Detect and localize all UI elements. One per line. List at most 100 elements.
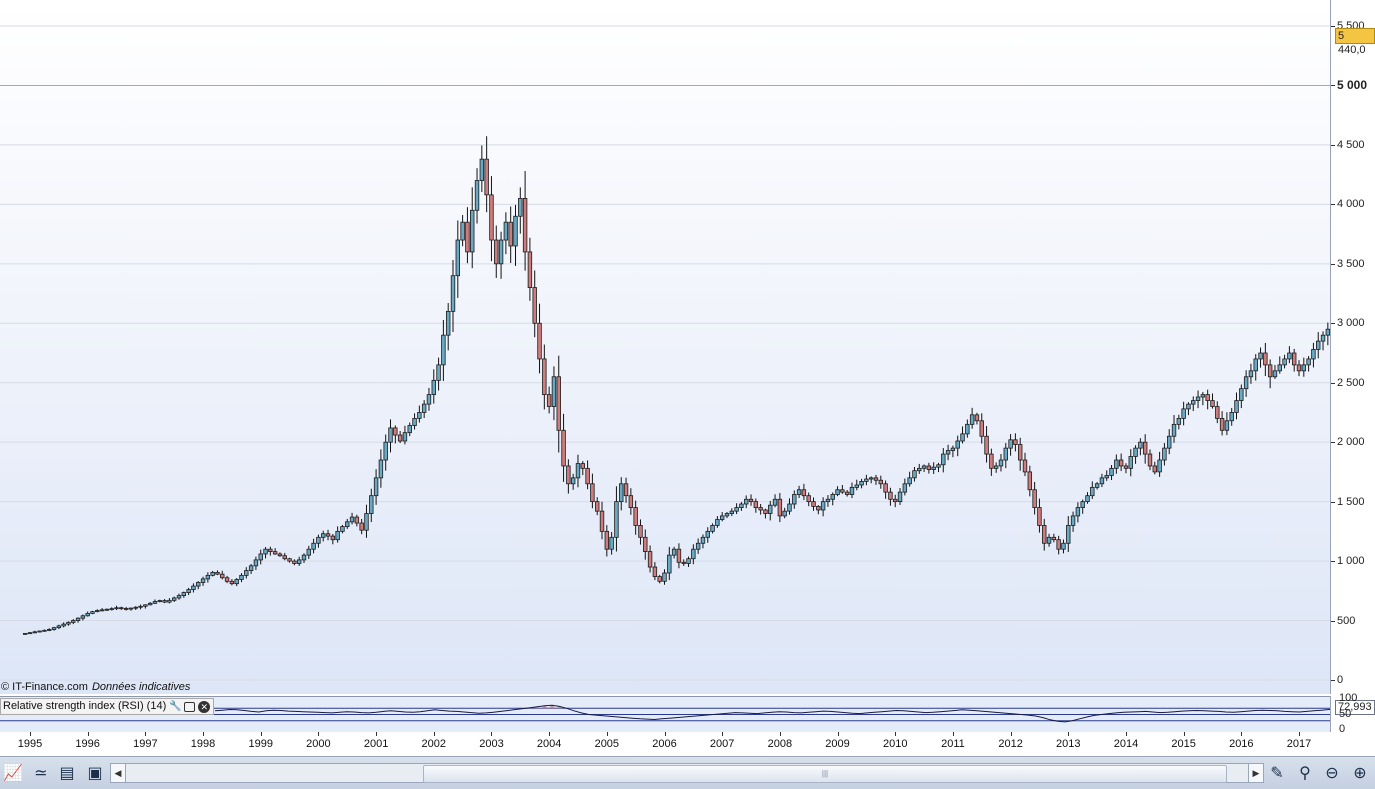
price-tick-label: 2 000 xyxy=(1337,436,1365,449)
zoom-out-icon[interactable]: ⊖ xyxy=(1325,765,1339,782)
candle-body xyxy=(561,429,566,467)
candle-body xyxy=(984,435,989,455)
candle-body xyxy=(162,600,167,603)
year-tick-label: 2005 xyxy=(594,738,620,750)
year-tick-mark xyxy=(1125,732,1127,736)
zoom-fit-icon[interactable]: ⚲ xyxy=(1299,765,1311,782)
candle-body xyxy=(1070,515,1076,526)
candle-body xyxy=(527,251,533,289)
year-tick-mark xyxy=(491,732,493,736)
candle-body xyxy=(1191,400,1196,405)
year-tick-mark xyxy=(837,732,839,736)
zoom-in-icon[interactable]: ⊕ xyxy=(1353,765,1367,782)
candle-body xyxy=(537,322,542,360)
chart-type-icon[interactable]: 📈 xyxy=(3,765,23,782)
candle-body xyxy=(123,608,129,610)
year-tick-mark xyxy=(1183,732,1185,736)
year-tick-label: 2003 xyxy=(479,738,504,750)
price-tick-label: 500 xyxy=(1337,614,1356,627)
price-tick-label: 4 500 xyxy=(1337,138,1365,151)
candle-body xyxy=(546,394,552,407)
candle-body xyxy=(503,221,509,241)
candle-body xyxy=(364,513,369,531)
candle-body xyxy=(859,481,864,486)
candle-body xyxy=(37,630,42,633)
year-tick-mark xyxy=(1010,732,1012,736)
candle-body xyxy=(1051,536,1057,541)
candle-body xyxy=(1032,489,1037,508)
candle-body xyxy=(840,489,845,493)
year-tick-mark xyxy=(433,732,435,736)
candle-body xyxy=(138,605,143,608)
candle-body xyxy=(455,239,461,277)
candle-body xyxy=(979,420,984,437)
candle-body xyxy=(830,494,835,500)
scroll-right-arrow-icon[interactable]: ▶ xyxy=(1248,764,1263,782)
candle-body xyxy=(220,573,225,579)
rsi-tick-label: 50 xyxy=(1339,707,1352,720)
candle-body xyxy=(623,483,629,497)
candle-body xyxy=(95,610,100,613)
candle-body xyxy=(1037,507,1042,526)
rsi-panel[interactable]: Relative strength index (RSI) (14) 🔧 ✕ xyxy=(0,696,1331,732)
candle-body xyxy=(719,515,725,520)
candle-body xyxy=(436,364,441,381)
candle-body xyxy=(667,554,672,574)
year-tick-label: 1995 xyxy=(17,738,43,750)
price-chart[interactable] xyxy=(0,0,1331,694)
year-tick-mark xyxy=(260,732,262,736)
candle-body xyxy=(518,198,523,217)
candle-body xyxy=(1272,370,1278,378)
candle-body xyxy=(268,548,273,552)
candle-body xyxy=(941,453,946,466)
candle-body xyxy=(1138,441,1143,449)
candle-body xyxy=(1090,486,1095,497)
year-tick-label: 2000 xyxy=(306,738,331,750)
indicator-icon[interactable]: ≃ xyxy=(34,765,48,782)
candle-body xyxy=(902,483,908,493)
year-tick-label: 2014 xyxy=(1113,738,1139,750)
close-icon[interactable]: ✕ xyxy=(198,700,211,713)
candle-body xyxy=(868,477,874,480)
wrench-icon[interactable]: 🔧 xyxy=(169,700,182,712)
settings-list-icon[interactable]: ▤ xyxy=(59,765,75,782)
candle-body xyxy=(114,607,119,610)
drawing-tool-icon[interactable]: ✎ xyxy=(1270,765,1284,782)
year-tick-label: 2008 xyxy=(767,738,793,750)
bottom-toolbar: 📈 ≃ ▤ ▣ ◀ ||| ▶ ✎ ⚲ ⊖ ⊕ xyxy=(0,756,1375,789)
window-icon[interactable] xyxy=(184,701,196,712)
candle-body xyxy=(715,519,720,526)
candle-body xyxy=(796,489,802,495)
candles-icon[interactable]: ▣ xyxy=(87,765,103,782)
scroll-thumb[interactable]: ||| xyxy=(423,765,1227,783)
candle-body xyxy=(1234,400,1239,413)
rsi-indicator-label[interactable]: Relative strength index (RSI) (14) 🔧 ✕ xyxy=(0,698,215,715)
candle-body xyxy=(133,606,138,609)
candle-body xyxy=(1181,408,1186,419)
candle-body xyxy=(883,483,888,493)
candle-body xyxy=(27,632,33,635)
candle-body xyxy=(393,427,398,436)
candle-body xyxy=(1133,447,1138,457)
year-tick-mark xyxy=(1068,732,1070,736)
year-tick-label: 2012 xyxy=(998,738,1023,750)
candle-body xyxy=(907,477,912,485)
candle-body xyxy=(768,504,773,514)
candle-body xyxy=(66,621,71,625)
candle-body xyxy=(1229,412,1234,422)
scroll-left-arrow-icon[interactable]: ◀ xyxy=(111,764,126,782)
candle-body xyxy=(854,484,859,488)
candle-body xyxy=(229,580,235,585)
candle-body xyxy=(614,501,619,538)
price-axis: 0 500 1 000 1 500 2 000 2 500 3 000 3 500 4 000 4… xyxy=(1331,0,1375,694)
price-tick-mark xyxy=(1331,204,1335,206)
candle-body xyxy=(638,525,643,538)
year-tick-label: 2017 xyxy=(1286,738,1312,750)
year-tick-label: 1996 xyxy=(75,738,100,750)
candle-body xyxy=(306,548,311,556)
candle-body xyxy=(1205,394,1210,401)
candle-body xyxy=(729,510,734,514)
candle-body xyxy=(931,466,936,470)
horizontal-scrollbar[interactable]: ◀ ||| ▶ xyxy=(110,763,1264,783)
candle-body xyxy=(196,582,201,587)
